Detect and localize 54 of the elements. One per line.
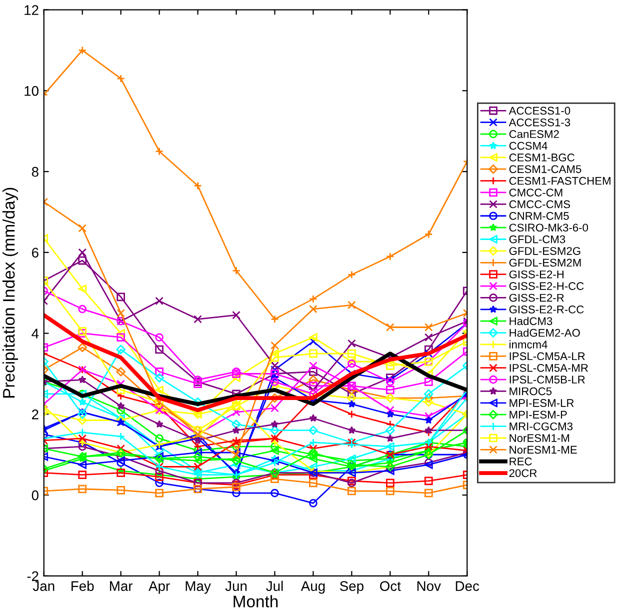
x-tick-label: Apr <box>148 581 170 594</box>
legend-label: CMCC-CMS <box>509 200 570 208</box>
x-tick-label: Mar <box>110 581 133 591</box>
legend-label: 20CR <box>509 469 537 478</box>
legend-label: GISS-E2-H-CC <box>509 282 584 290</box>
y-tick-label: 10 <box>24 86 38 96</box>
legend-label: GISS-E2-R-CC <box>509 306 584 314</box>
legend-label: CanESM2 <box>509 130 559 138</box>
y-tick-label: 8 <box>32 166 38 177</box>
x-tick-label: May <box>186 581 211 594</box>
legend-label: HadGEM2-AO <box>510 328 580 337</box>
legend-label: CESM1-CAM5 <box>509 165 582 174</box>
legend-label: GISS-E2-R <box>509 294 564 302</box>
x-tick-label: Jul <box>266 580 283 591</box>
legend-label: IPSL-CM5A-LR <box>510 352 585 360</box>
legend-label: GFDL-CM3 <box>509 235 566 244</box>
x-tick-label: Feb <box>72 580 94 591</box>
legend-label: MRI-CGCM3 <box>510 422 573 430</box>
legend-label: GFDL-ESM2M <box>509 258 581 267</box>
y-tick-label: 4 <box>32 328 39 338</box>
y-axis-title: Precipitation Index (mm/day) <box>2 188 18 398</box>
x-axis-title: Month <box>234 595 278 608</box>
legend-label: NorESM1-M <box>510 434 570 442</box>
legend-label: HadCM3 <box>510 316 552 326</box>
legend-label: CNRM-CM5 <box>509 212 569 220</box>
legend-label: CCSM4 <box>509 142 548 150</box>
x-tick-label: Oct <box>380 581 401 591</box>
legend-label: MPI-ESM-LR <box>510 399 574 407</box>
legend-label: IPSL-CM5A-MR <box>510 364 588 372</box>
legend-label: CSIRO-Mk3-6-0 <box>509 223 588 232</box>
legend-label: ACCESS1-3 <box>508 118 570 126</box>
legend-label: IPSL-CM5B-LR <box>510 376 585 384</box>
x-tick-label: Jan <box>32 581 54 591</box>
y-tick-label: 12 <box>24 5 38 15</box>
x-tick-label: Nov <box>417 581 441 591</box>
legend-label: MIROC5 <box>510 387 552 396</box>
y-tick-label: 2 <box>32 410 38 420</box>
y-tick-label: 0 <box>32 490 38 500</box>
x-tick-label: Dec <box>456 581 480 591</box>
y-tick-label: -2 <box>27 571 38 581</box>
legend-label: inmcm4 <box>510 340 548 348</box>
x-tick-label: Jun <box>225 581 247 591</box>
legend-label: GFDL-ESM2G <box>509 247 580 255</box>
legend-label: MPI-ESM-P <box>510 410 567 419</box>
x-tick-label: Sep <box>340 581 364 594</box>
legend-label: CMCC-CM <box>509 188 562 196</box>
y-tick-label: 6 <box>32 248 38 258</box>
legend-label: CESM1-BGC <box>509 154 574 162</box>
legend-label: REC <box>510 458 532 466</box>
legend-label: NorESM1-ME <box>510 446 577 454</box>
legend-label: GISS-E2-H <box>509 270 564 278</box>
x-tick-label: Aug <box>300 581 325 594</box>
legend-label: ACCESS1-0 <box>508 106 570 115</box>
legend-label: CESM1-FASTCHEM <box>509 176 610 185</box>
